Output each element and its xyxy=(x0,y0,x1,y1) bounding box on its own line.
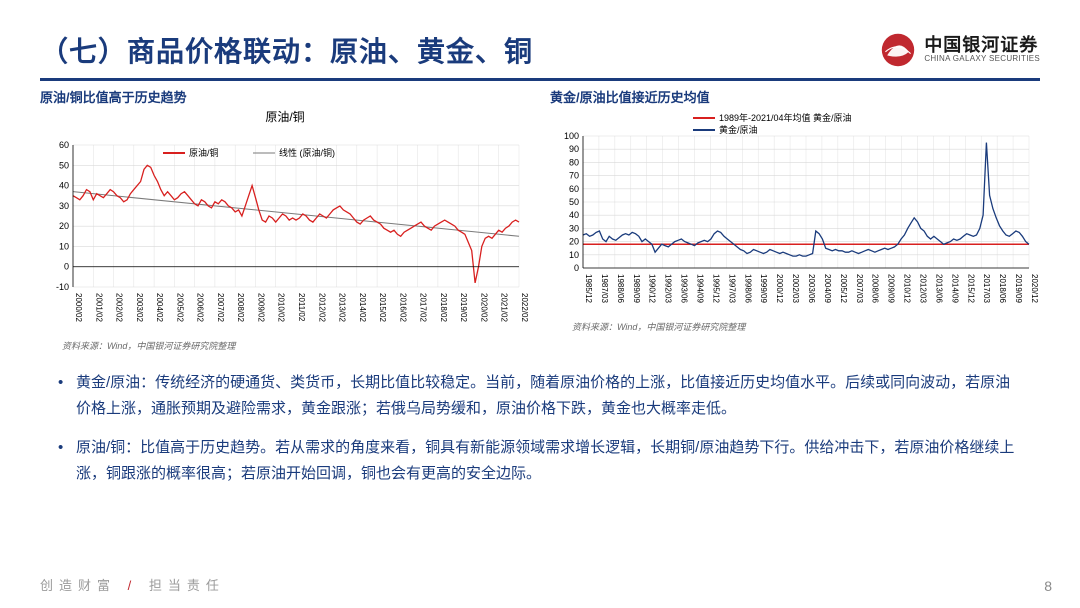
left-chart-subtitle: 原油/铜比值高于历史趋势 xyxy=(40,87,530,106)
svg-text:1987/03: 1987/03 xyxy=(600,274,609,303)
svg-text:30: 30 xyxy=(59,201,69,211)
svg-text:2020/02: 2020/02 xyxy=(479,293,488,322)
page-number: 8 xyxy=(1044,578,1052,594)
svg-text:50: 50 xyxy=(569,197,579,207)
svg-text:2004/09: 2004/09 xyxy=(823,274,832,303)
svg-text:0: 0 xyxy=(64,262,69,272)
svg-text:40: 40 xyxy=(569,210,579,220)
gold-oil-chart: 0 10 20 30 40 50 60 70 80 90 100 1985/12 1987/03 1988… xyxy=(550,108,1040,318)
svg-text:2020/12: 2020/12 xyxy=(1030,274,1039,303)
logo-text-en: CHINA GALAXY SECURITIES xyxy=(924,55,1040,63)
svg-text:2016/02: 2016/02 xyxy=(398,293,407,322)
svg-text:60: 60 xyxy=(569,184,579,194)
svg-text:0: 0 xyxy=(574,263,579,273)
svg-text:2011/02: 2011/02 xyxy=(297,293,306,322)
svg-text:2012/02: 2012/02 xyxy=(317,293,326,322)
svg-text:黄金/原油: 黄金/原油 xyxy=(719,124,758,135)
svg-text:原油/铜: 原油/铜 xyxy=(189,147,219,158)
right-chart-subtitle: 黄金/原油比值接近历史均值 xyxy=(550,87,1040,106)
svg-text:50: 50 xyxy=(59,160,69,170)
svg-text:1990/12: 1990/12 xyxy=(648,274,657,303)
svg-text:1988/06: 1988/06 xyxy=(616,274,625,303)
svg-text:40: 40 xyxy=(59,181,69,191)
svg-text:2013/06: 2013/06 xyxy=(934,274,943,303)
logo-text-cn: 中国银河证券 xyxy=(924,36,1040,55)
right-chart-block: 黄金/原油比值接近历史均值 0 10 20 30 40 50 60 70 80 90 100 1985… xyxy=(550,87,1040,352)
svg-text:2010/02: 2010/02 xyxy=(277,293,286,322)
footer-left2: 担当责任 xyxy=(149,578,225,593)
svg-text:2017/02: 2017/02 xyxy=(419,293,428,322)
svg-text:2017/03: 2017/03 xyxy=(982,274,991,303)
svg-text:90: 90 xyxy=(569,144,579,154)
svg-text:1999/09: 1999/09 xyxy=(759,274,768,303)
svg-text:2012/03: 2012/03 xyxy=(919,274,928,303)
svg-text:1992/03: 1992/03 xyxy=(664,274,673,303)
svg-text:2005/02: 2005/02 xyxy=(175,293,184,322)
svg-text:2022/02: 2022/02 xyxy=(520,293,529,322)
company-logo: 中国银河证券 CHINA GALAXY SECURITIES xyxy=(880,32,1040,68)
svg-text:-10: -10 xyxy=(56,282,69,292)
svg-text:2010/12: 2010/12 xyxy=(903,274,912,303)
svg-text:1995/12: 1995/12 xyxy=(711,274,720,303)
svg-text:2007/02: 2007/02 xyxy=(216,293,225,322)
svg-text:2002/02: 2002/02 xyxy=(115,293,124,322)
slide-header: （七）商品价格联动：原油、黄金、铜 中国银河证券 CHINA GALAXY SE… xyxy=(40,30,1040,81)
svg-text:2007/03: 2007/03 xyxy=(855,274,864,303)
svg-text:2002/03: 2002/03 xyxy=(791,274,800,303)
analysis-bullets: 黄金/原油：传统经济的硬通货、类货币，长期比值比较稳定。当前，随着原油价格的上涨… xyxy=(40,370,1040,487)
svg-text:1989/09: 1989/09 xyxy=(632,274,641,303)
svg-text:2014/09: 2014/09 xyxy=(950,274,959,303)
svg-text:2015/12: 2015/12 xyxy=(966,274,975,303)
svg-text:10: 10 xyxy=(569,250,579,260)
footer-left1: 创造财富 xyxy=(40,578,116,593)
svg-text:2000/02: 2000/02 xyxy=(74,293,83,322)
svg-text:70: 70 xyxy=(569,171,579,181)
svg-text:2014/02: 2014/02 xyxy=(358,293,367,322)
left-chart-title: 原油/铜 xyxy=(40,108,530,125)
svg-text:1994/09: 1994/09 xyxy=(696,274,705,303)
footer-tagline: 创造财富 / 担当责任 xyxy=(40,575,225,594)
svg-text:2006/02: 2006/02 xyxy=(196,293,205,322)
left-chart-source: 资料来源：Wind，中国银河证券研究院整理 xyxy=(40,339,530,352)
svg-text:2018/02: 2018/02 xyxy=(439,293,448,322)
svg-text:1993/06: 1993/06 xyxy=(680,274,689,303)
svg-text:1997/03: 1997/03 xyxy=(727,274,736,303)
svg-text:2018/06: 2018/06 xyxy=(998,274,1007,303)
svg-text:2008/06: 2008/06 xyxy=(871,274,880,303)
oil-copper-chart: -10 0 10 20 30 40 50 60 2000/02 2001/02 2002/02 200… xyxy=(40,127,530,337)
svg-text:30: 30 xyxy=(569,223,579,233)
svg-text:2013/02: 2013/02 xyxy=(338,293,347,322)
svg-text:2019/02: 2019/02 xyxy=(459,293,468,322)
svg-text:2019/09: 2019/09 xyxy=(1014,274,1023,303)
svg-text:2001/02: 2001/02 xyxy=(94,293,103,322)
bullet-oil-copper: 原油/铜：比值高于历史趋势。若从需求的角度来看，铜具有新能源领域需求增长逻辑，长… xyxy=(58,435,1022,488)
svg-text:2000/12: 2000/12 xyxy=(775,274,784,303)
galaxy-logo-icon xyxy=(880,32,916,68)
svg-text:100: 100 xyxy=(564,131,579,141)
svg-text:2003/02: 2003/02 xyxy=(135,293,144,322)
svg-text:2009/09: 2009/09 xyxy=(887,274,896,303)
svg-text:80: 80 xyxy=(569,157,579,167)
svg-text:2015/02: 2015/02 xyxy=(378,293,387,322)
svg-text:2004/02: 2004/02 xyxy=(155,293,164,322)
left-chart-block: 原油/铜比值高于历史趋势 原油/铜 -10 0 10 20 30 40 50 60 2000/0… xyxy=(40,87,530,352)
svg-text:2021/02: 2021/02 xyxy=(500,293,509,322)
bullet-gold-oil: 黄金/原油：传统经济的硬通货、类货币，长期比值比较稳定。当前，随着原油价格的上涨… xyxy=(58,370,1022,423)
svg-text:2005/12: 2005/12 xyxy=(839,274,848,303)
page-title: （七）商品价格联动：原油、黄金、铜 xyxy=(40,30,533,70)
svg-text:1989年-2021/04年均值 黄金/原油: 1989年-2021/04年均值 黄金/原油 xyxy=(719,112,852,123)
svg-text:2008/02: 2008/02 xyxy=(236,293,245,322)
svg-text:2003/06: 2003/06 xyxy=(807,274,816,303)
svg-text:20: 20 xyxy=(569,237,579,247)
svg-text:1998/06: 1998/06 xyxy=(743,274,752,303)
svg-text:线性 (原油/铜): 线性 (原油/铜) xyxy=(279,147,335,158)
svg-text:1985/12: 1985/12 xyxy=(584,274,593,303)
footer-slash: / xyxy=(126,578,140,593)
svg-text:2009/02: 2009/02 xyxy=(256,293,265,322)
svg-text:60: 60 xyxy=(59,140,69,150)
right-chart-source: 资料来源：Wind，中国银河证券研究院整理 xyxy=(550,320,1040,333)
svg-text:10: 10 xyxy=(59,241,69,251)
svg-text:20: 20 xyxy=(59,221,69,231)
